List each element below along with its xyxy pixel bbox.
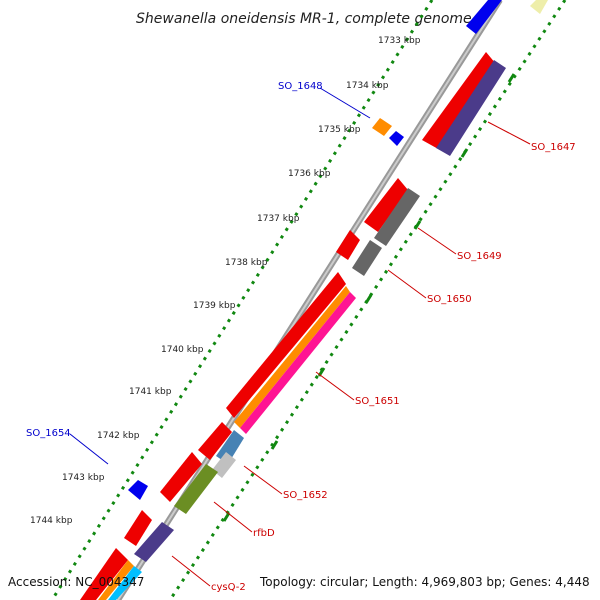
gene-so1651-pink [240,292,356,434]
gene-top-yellow [530,0,548,14]
gene-rfbd-olive [174,464,218,514]
gene-rfbd-red [160,452,202,502]
gene-label-so1652[interactable]: SO_1652 [283,490,328,501]
inner-dotted-ring [168,0,567,600]
genome-summary-text: Topology: circular; Length: 4,969,803 bp… [259,575,590,589]
gene-label-so1650[interactable]: SO_1650 [427,294,472,305]
kbp-label: 1738 kbp [225,258,268,268]
kbp-label: 1741 kbp [129,387,172,397]
kbp-label: 1734 kbp [346,81,389,91]
gene-so1652-red [198,422,232,460]
gene-label-so1648[interactable]: SO_1648 [278,81,323,92]
kbp-label: 1739 kbp [193,301,236,311]
kbp-label: 1736 kbp [288,169,331,179]
gene-so1652-silver [212,452,236,478]
gene-so1649-red [364,178,408,232]
gene-label-cysq2[interactable]: cysQ-2 [211,582,246,593]
kbp-label: 1733 kbp [378,36,421,46]
kbp-label: 1742 kbp [97,431,140,441]
gene-cysq2-purple [134,522,174,562]
map-title: Shewanella oneidensis MR-1, complete gen… [136,11,472,27]
gene-so1647-red [422,52,496,150]
gene-top-blue [466,0,502,34]
kbp-tick-labels: 1733 kbp 1734 kbp 1735 kbp 1736 kbp 1737… [30,36,421,526]
gene-bottom-orange [98,560,134,600]
kbp-label: 1737 kbp [257,214,300,224]
kbp-label: 1740 kbp [161,345,204,355]
gene-so1651-red [226,272,346,418]
gene-so1648-blue [389,131,404,146]
kbp-label: 1735 kbp [318,125,361,135]
gene-so1650-gray [352,240,382,276]
gene-so1652-blue [216,430,244,464]
gene-label-so1651[interactable]: SO_1651 [355,396,400,407]
gene-label-rfbd[interactable]: rfbD [253,528,275,539]
kbp-label: 1743 kbp [62,473,105,483]
inner-ring-ticks [222,73,516,522]
gene-labels: SO_1648 SO_1647 SO_1649 SO_1650 SO_1651 … [26,81,576,593]
gene-bottom-cyan [108,566,142,600]
gene-label-so1649[interactable]: SO_1649 [457,251,502,262]
outer-dotted-ring [50,0,434,600]
label-leader-lines [69,87,531,587]
gene-so1650-red [336,230,360,260]
gene-bottom-red [80,548,128,600]
kbp-label: 1744 kbp [30,516,73,526]
gene-so1651-orange [234,286,350,428]
gene-so1654-blue [128,480,148,500]
gene-label-so1647[interactable]: SO_1647 [531,142,576,153]
gene-so1648-orange [372,118,392,136]
gene-so1649-gray [374,188,420,246]
gene-label-so1654[interactable]: SO_1654 [26,428,71,439]
gene-cysq2-red [124,510,152,546]
accession-text: Accession: NC_004347 [8,575,144,589]
gene-so1647-purple [436,60,506,156]
